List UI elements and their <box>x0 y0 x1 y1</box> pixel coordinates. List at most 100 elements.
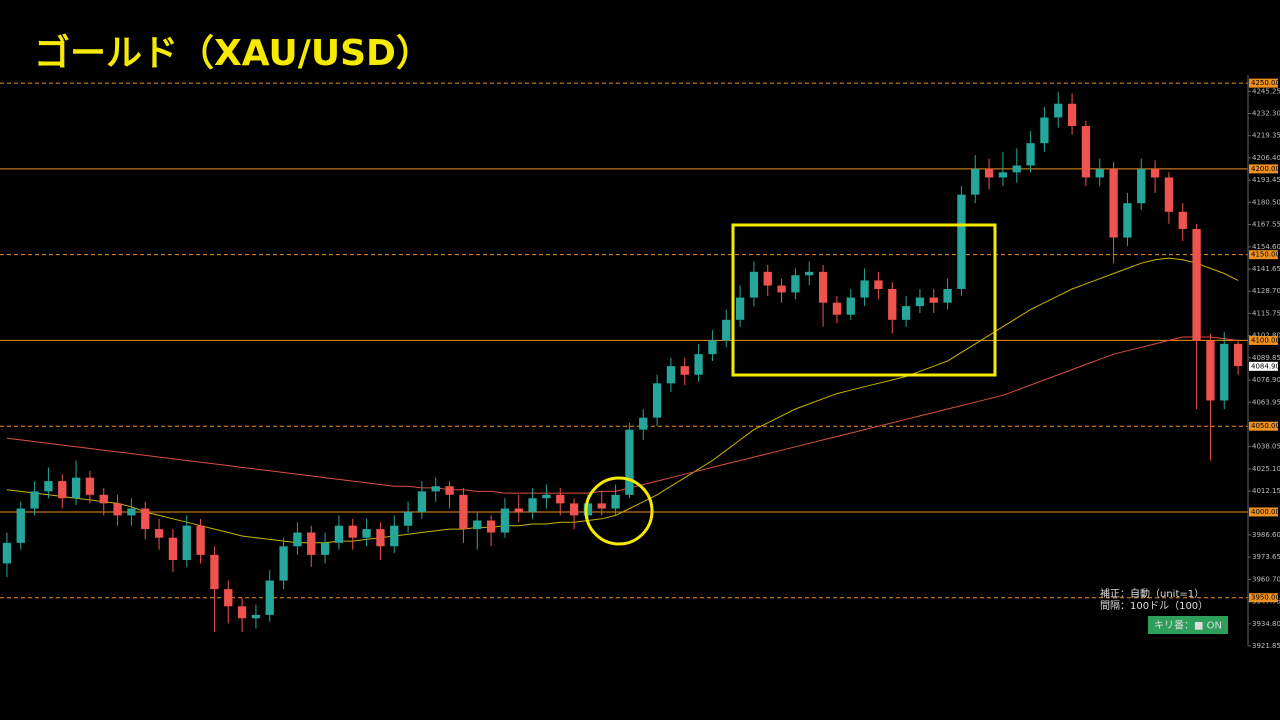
candle-body <box>860 280 869 298</box>
info-text: 間隔：100ドル（100） <box>1100 600 1208 612</box>
candle-body <box>1095 168 1104 178</box>
candle-body <box>652 383 662 418</box>
level-label-box <box>1249 164 1278 174</box>
candle-body <box>971 168 980 195</box>
candle-body <box>417 491 427 512</box>
candle-body <box>1206 340 1215 401</box>
candle-body <box>818 271 828 303</box>
y-tick-label: 4167.55 <box>1252 221 1280 229</box>
level-label: 3950.00 <box>1251 594 1280 602</box>
level-label: 4250.00 <box>1251 79 1280 87</box>
candle-body <box>1026 143 1035 166</box>
candle-body <box>1164 177 1174 212</box>
candle-body <box>293 532 302 547</box>
candle-body <box>625 429 634 495</box>
candle-body <box>210 554 219 590</box>
candle-body <box>763 271 772 286</box>
toggle-label[interactable]: キリ番：■ ON <box>1154 620 1222 632</box>
candle-body <box>85 477 95 495</box>
candle-body <box>459 494 468 530</box>
y-tick-label: 4154.60 <box>1252 243 1280 251</box>
candle-body <box>597 503 606 509</box>
y-tick-label: 4012.15 <box>1252 487 1280 495</box>
candle-body <box>1150 168 1160 178</box>
candle-body <box>943 288 952 303</box>
y-tick-label: 4076.90 <box>1252 376 1280 384</box>
candle-body <box>431 486 440 492</box>
toggle-button[interactable] <box>1148 616 1228 634</box>
level-label-box <box>1249 250 1278 260</box>
candle-body <box>1123 203 1132 238</box>
candle-body <box>16 508 25 543</box>
candle-body <box>58 481 67 499</box>
candle-body <box>777 285 786 293</box>
candle-body <box>500 508 510 533</box>
candle-body <box>182 525 191 560</box>
candle-body <box>1137 168 1146 204</box>
y-tick-label: 4089.85 <box>1252 354 1280 362</box>
candle-body <box>791 275 800 293</box>
candle-body <box>1192 228 1201 341</box>
candle-body <box>984 168 994 178</box>
y-tick-label: 3960.70 <box>1252 575 1280 583</box>
candle-body <box>514 508 523 512</box>
candle-body <box>279 546 288 581</box>
candle-body <box>1109 168 1118 238</box>
level-label: 4100.00 <box>1251 336 1280 344</box>
candle-body <box>251 614 261 619</box>
candle-body <box>1220 343 1229 401</box>
level-label: 4200.00 <box>1251 165 1280 173</box>
candle-body <box>362 529 371 538</box>
y-tick-label: 4232.30 <box>1252 110 1280 118</box>
candle-body <box>141 508 150 530</box>
candle-body <box>832 302 842 315</box>
y-tick-label: 3921.85 <box>1252 642 1280 650</box>
candle-body <box>445 486 454 495</box>
candle-body <box>846 297 855 315</box>
candle-body <box>307 532 316 555</box>
info-text: 補正：自動（unit=1） <box>1100 587 1204 600</box>
candle-body <box>556 494 565 504</box>
candle-body <box>929 297 938 303</box>
y-tick-label: 4025.10 <box>1252 465 1280 473</box>
plot-area: 4245.25 4232.30 4219.35 4206.40 4193.45 4180.… <box>0 82 1280 650</box>
y-tick-label: 4245.25 <box>1252 87 1280 95</box>
candle-body <box>320 542 330 555</box>
candle-body <box>1178 211 1187 229</box>
candle-body <box>265 580 274 615</box>
moving-average <box>6 257 1239 544</box>
level-label-box <box>1249 421 1278 431</box>
level-label-box <box>1249 593 1278 603</box>
candle-body <box>680 366 689 375</box>
y-tick-label: 3973.65 <box>1252 553 1280 561</box>
candle-body <box>154 529 164 538</box>
candle-body <box>196 525 205 555</box>
candle-body <box>542 494 551 499</box>
candle-body <box>998 172 1008 178</box>
candle-body <box>30 491 39 509</box>
candle-body <box>237 606 247 619</box>
y-tick-label: 4180.50 <box>1252 198 1280 206</box>
candle-body <box>1054 103 1063 118</box>
candle-body <box>334 525 344 543</box>
y-tick-label: 4063.95 <box>1252 398 1280 406</box>
last-price-box <box>1249 361 1278 371</box>
candle-body <box>708 340 717 355</box>
candle-body <box>722 319 731 341</box>
candle-body <box>805 271 814 276</box>
candle-body <box>473 520 482 530</box>
candle-body <box>694 354 703 375</box>
candle-body <box>71 477 81 499</box>
chart-title: ゴールド（XAU/USD） <box>34 32 432 74</box>
candle-body <box>957 194 966 289</box>
candle-body <box>224 589 233 607</box>
y-tick-label: 4115.75 <box>1252 309 1280 317</box>
moving-average <box>6 336 1239 494</box>
candle-body <box>666 366 676 384</box>
candle-body <box>44 481 53 492</box>
last-price-label: 4084.90 <box>1251 362 1280 370</box>
candle-body <box>127 508 136 516</box>
candle-body <box>1012 165 1021 173</box>
